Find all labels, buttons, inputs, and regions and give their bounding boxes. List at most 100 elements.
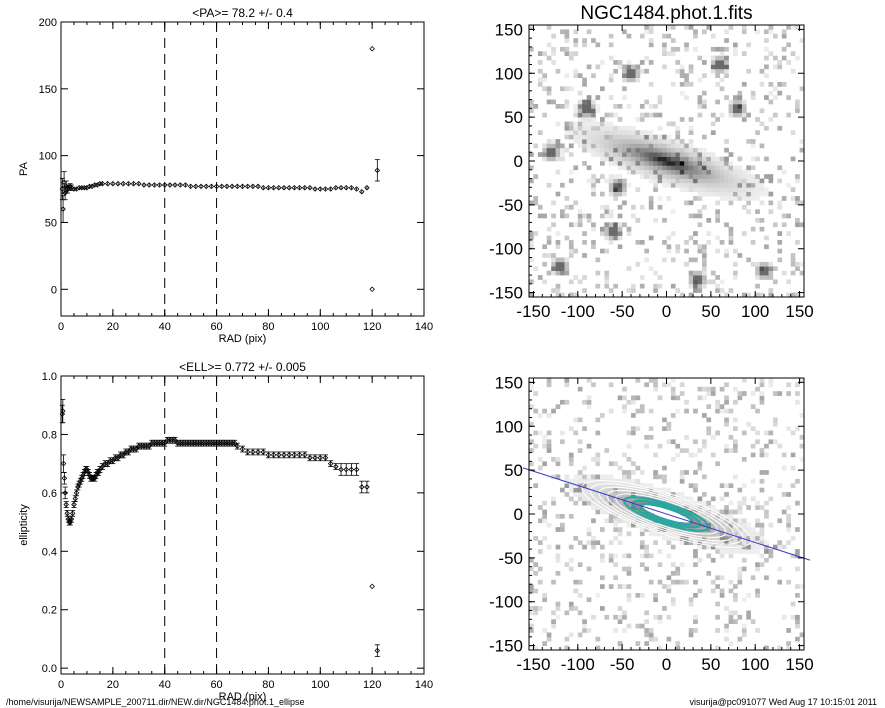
image-pixel [750, 531, 756, 537]
image-pixel [799, 200, 805, 206]
image-pixel [626, 130, 632, 135]
image-pixel [564, 261, 570, 267]
image-pixel [662, 33, 667, 39]
image-pixel [679, 161, 685, 166]
image-pixel [670, 391, 676, 396]
image-pixel [600, 474, 605, 480]
image-pixel [604, 147, 610, 153]
image-pixel [560, 266, 565, 271]
image-pixel [626, 231, 632, 236]
image-pixel [741, 531, 747, 537]
image-pixel [666, 156, 672, 162]
image-pixel [564, 270, 570, 276]
image-pixel [635, 500, 641, 506]
image-pixel [728, 178, 734, 184]
image-pixel [608, 496, 614, 502]
image-pixel [577, 99, 583, 105]
image-pixel [608, 130, 614, 135]
x-tick-label: 140 [415, 679, 433, 691]
image-pixel [622, 584, 627, 589]
image-pixel [595, 645, 601, 651]
image-pixel [666, 614, 672, 620]
y-tick-label: 150 [495, 20, 523, 39]
image-pixel [573, 165, 579, 171]
image-pixel [724, 139, 729, 144]
image-pixel [626, 492, 632, 497]
image-pixel [733, 610, 738, 616]
image-pixel [675, 152, 681, 157]
image-pixel [697, 156, 703, 162]
image-pixel [582, 125, 587, 131]
image-pixel [693, 628, 698, 633]
image-pixel [564, 257, 570, 263]
image-pixel [715, 178, 720, 184]
data-point [125, 449, 132, 455]
image-pixel [537, 213, 543, 219]
image-pixel [533, 143, 539, 149]
image-pixel [737, 187, 743, 192]
image-pixel [573, 108, 579, 114]
image-pixel [626, 60, 632, 65]
image-pixel [755, 439, 760, 445]
image-pixel [529, 178, 534, 184]
data-point [229, 183, 235, 190]
image-pixel [724, 161, 729, 166]
image-pixel [542, 147, 547, 153]
data-point [327, 460, 334, 467]
image-pixel [764, 156, 769, 162]
image-pixel [564, 562, 570, 567]
image-pixel [688, 531, 694, 537]
image-pixel [724, 606, 729, 611]
image-pixel [795, 478, 800, 484]
image-pixel [600, 248, 605, 254]
image-pixel [644, 566, 649, 572]
image-pixel [551, 579, 556, 585]
image-pixel [684, 77, 689, 83]
image-pixel [786, 382, 791, 388]
image-pixel [768, 90, 774, 96]
image-pixel [786, 25, 791, 30]
data-point [110, 180, 116, 187]
image-pixel [746, 593, 751, 598]
image-pixel [608, 226, 614, 232]
image-pixel [568, 566, 574, 572]
image-pixel [688, 68, 694, 74]
image-pixel [768, 174, 774, 179]
image-pixel [560, 152, 565, 157]
image-pixel [741, 544, 747, 550]
image-pixel [759, 535, 765, 541]
image-pixel [710, 112, 716, 118]
x-tick-label: -50 [610, 655, 635, 674]
image-pixel [702, 204, 707, 210]
image-pixel [697, 544, 703, 550]
image-pixel [684, 46, 689, 52]
image-pixel [786, 514, 791, 519]
image-pixel [684, 73, 689, 78]
x-tick-label: -100 [561, 302, 595, 321]
image-pixel [679, 90, 685, 96]
image-pixel [568, 601, 574, 607]
image-pixel [737, 104, 743, 109]
image-pixel [781, 55, 787, 61]
image-pixel [724, 38, 729, 43]
image-pixel [679, 579, 685, 585]
data-point [68, 184, 75, 191]
image-pixel [551, 222, 556, 228]
image-pixel [737, 636, 743, 642]
data-point [66, 519, 73, 525]
image-pixel [608, 174, 614, 179]
image-pixel [622, 156, 627, 162]
image-pixel [546, 378, 552, 383]
image-pixel [533, 562, 539, 567]
image-pixel [666, 588, 672, 594]
image-pixel [693, 579, 698, 585]
image-pixel [790, 430, 796, 436]
image-pixel [577, 593, 583, 598]
image-pixel [560, 104, 565, 109]
y-tick-label: 0 [514, 505, 523, 524]
image-pixel [537, 413, 543, 418]
image-pixel [777, 443, 783, 449]
image-pixel [573, 38, 579, 43]
image-pixel [564, 125, 570, 131]
image-pixel [608, 77, 614, 83]
